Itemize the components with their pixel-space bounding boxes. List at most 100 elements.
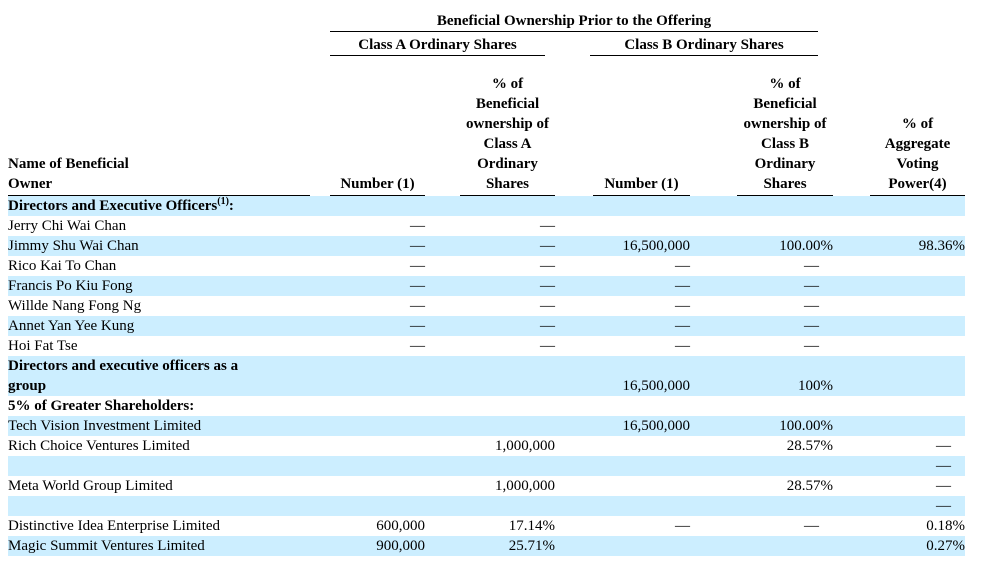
- owner-name-suffix: :: [228, 198, 234, 214]
- value-cell: —: [675, 278, 690, 294]
- owner-name-cell: Directors and Executive Officers(1):: [8, 196, 326, 216]
- value-cell: [326, 436, 425, 456]
- owner-name: Distinctive Idea Enterprise Limited: [8, 518, 221, 534]
- value-cell: [555, 496, 690, 516]
- class-a-number-header-cell: Number (1): [326, 56, 425, 196]
- value-cell: —: [804, 258, 820, 274]
- value-cell: —: [540, 298, 555, 314]
- table-row: Hoi Fat Tse — — — —: [8, 336, 965, 356]
- spacer-cell: [833, 32, 965, 56]
- owner-name-cell: Directors and executive officers as a gr…: [8, 356, 326, 396]
- value-cell: [555, 436, 690, 456]
- value-cell: [555, 536, 690, 556]
- value-cell: —: [410, 338, 425, 354]
- table-row: Annet Yan Yee Kung — — — —: [8, 316, 966, 336]
- class-b-number-header-cell: Number (1): [555, 56, 690, 196]
- value-cell: 17.14%: [508, 518, 555, 534]
- owner-name-cell: Jerry Chi Wai Chan: [8, 216, 326, 236]
- table-title: Beneficial Ownership Prior to the Offeri…: [330, 11, 819, 32]
- owner-name: Annet Yan Yee Kung: [8, 318, 135, 334]
- table-row: Magic Summit Ventures Limited 900,000 25.7…: [8, 536, 966, 556]
- class-b-number-header: Number (1): [593, 174, 690, 196]
- owner-name-cell: Rich Choice Ventures Limited: [8, 436, 326, 456]
- value-cell: —: [804, 278, 820, 294]
- value-cell: [425, 356, 555, 396]
- value-cell: [425, 196, 555, 216]
- class-headers-row: Class A Ordinary Shares Class B Ordinary…: [8, 32, 965, 56]
- value-cell: [555, 456, 690, 476]
- value-cell: —: [804, 318, 820, 334]
- owner-name-cell: Magic Summit Ventures Limited: [8, 536, 326, 556]
- value-cell: [690, 216, 833, 236]
- spacer-cell: [8, 32, 326, 56]
- value-cell: —: [410, 238, 425, 254]
- value-cell: —: [410, 318, 425, 334]
- class-b-pct-header-cell: % of Beneficial ownership of Class B Ord…: [690, 56, 834, 196]
- value-cell: [833, 336, 965, 356]
- name-column-header-cell: Name of Beneficial Owner: [8, 56, 326, 196]
- class-a-pct-header-cell: % of Beneficial ownership of Class A Ord…: [425, 56, 555, 196]
- value-cell: —: [675, 338, 690, 354]
- owner-name-cell: Meta World Group Limited: [8, 476, 326, 496]
- value-cell: —: [540, 278, 555, 294]
- spacer-cell: [8, 9, 326, 32]
- value-cell: 16,500,000: [622, 238, 691, 254]
- owner-name: Rich Choice Ventures Limited: [8, 438, 190, 454]
- value-cell: 0.27%: [926, 538, 966, 554]
- aggregate-voting-header: % of Aggregate Voting Power(4): [870, 114, 966, 196]
- value-cell: —: [804, 298, 820, 314]
- value-cell: 28.57%: [786, 478, 834, 494]
- table-row: 5% of Greater Shareholders:: [8, 396, 965, 416]
- value-cell: —: [675, 518, 690, 534]
- ownership-table-body: Directors and Executive Officers(1): Jerr…: [8, 196, 966, 556]
- value-cell: —: [675, 258, 690, 274]
- value-cell: [690, 456, 833, 476]
- table-row: Directors and executive officers as a gr…: [8, 356, 966, 396]
- owner-name: Directors and Executive Officers: [8, 198, 218, 214]
- value-cell: 600,000: [376, 518, 425, 534]
- value-cell: [326, 196, 425, 216]
- value-cell: [425, 496, 555, 516]
- table-row: Tech Vision Investment Limited 16,500,000…: [8, 416, 966, 436]
- value-cell: —: [410, 218, 425, 234]
- value-cell: [425, 396, 555, 416]
- owner-name-cell: Tech Vision Investment Limited: [8, 416, 326, 436]
- owner-name-cell: Annet Yan Yee Kung: [8, 316, 326, 336]
- value-cell: 100%: [798, 378, 834, 394]
- value-cell: [833, 296, 965, 316]
- value-cell: —: [540, 218, 555, 234]
- column-headers-row: Name of Beneficial Owner Number (1) % of…: [8, 56, 966, 196]
- owner-name: Francis Po Kiu Fong: [8, 278, 133, 294]
- value-cell: [555, 476, 690, 496]
- value-cell: [833, 356, 965, 396]
- value-cell: 25.71%: [508, 538, 555, 554]
- table-row: Meta World Group Limited 1,000,000 28.57% —: [8, 476, 965, 496]
- footnote-superscript: (1): [217, 196, 229, 207]
- value-cell: [555, 216, 690, 236]
- value-cell: [326, 496, 425, 516]
- value-cell: —: [540, 258, 555, 274]
- value-cell: [326, 356, 425, 396]
- value-cell: [833, 216, 965, 236]
- value-cell: [833, 416, 965, 436]
- owner-name-cell: Distinctive Idea Enterprise Limited: [8, 516, 326, 536]
- owner-name: Directors and executive officers as a gr…: [8, 358, 239, 394]
- value-cell: [555, 396, 690, 416]
- value-cell: 28.57%: [786, 438, 834, 454]
- owner-name-cell: Francis Po Kiu Fong: [8, 276, 326, 296]
- table-row: Rich Choice Ventures Limited 1,000,000 28.…: [8, 436, 965, 456]
- value-cell: 100.00%: [779, 418, 834, 434]
- owner-name: Rico Kai To Chan: [8, 258, 117, 274]
- owner-name: Willde Nang Fong Ng: [8, 298, 142, 314]
- aggregate-voting-header-cell: % of Aggregate Voting Power(4): [833, 56, 966, 196]
- owner-name: Jimmy Shu Wai Chan: [8, 238, 139, 254]
- owner-name-cell: 5% of Greater Shareholders:: [8, 396, 326, 416]
- value-cell: [833, 196, 965, 216]
- value-cell: [690, 396, 833, 416]
- owner-name: Magic Summit Ventures Limited: [8, 538, 205, 554]
- owner-name-cell: Hoi Fat Tse: [8, 336, 326, 356]
- owner-name-cell: [8, 496, 326, 516]
- value-cell: —: [410, 258, 425, 274]
- value-cell: —: [936, 458, 952, 474]
- value-cell: —: [540, 338, 555, 354]
